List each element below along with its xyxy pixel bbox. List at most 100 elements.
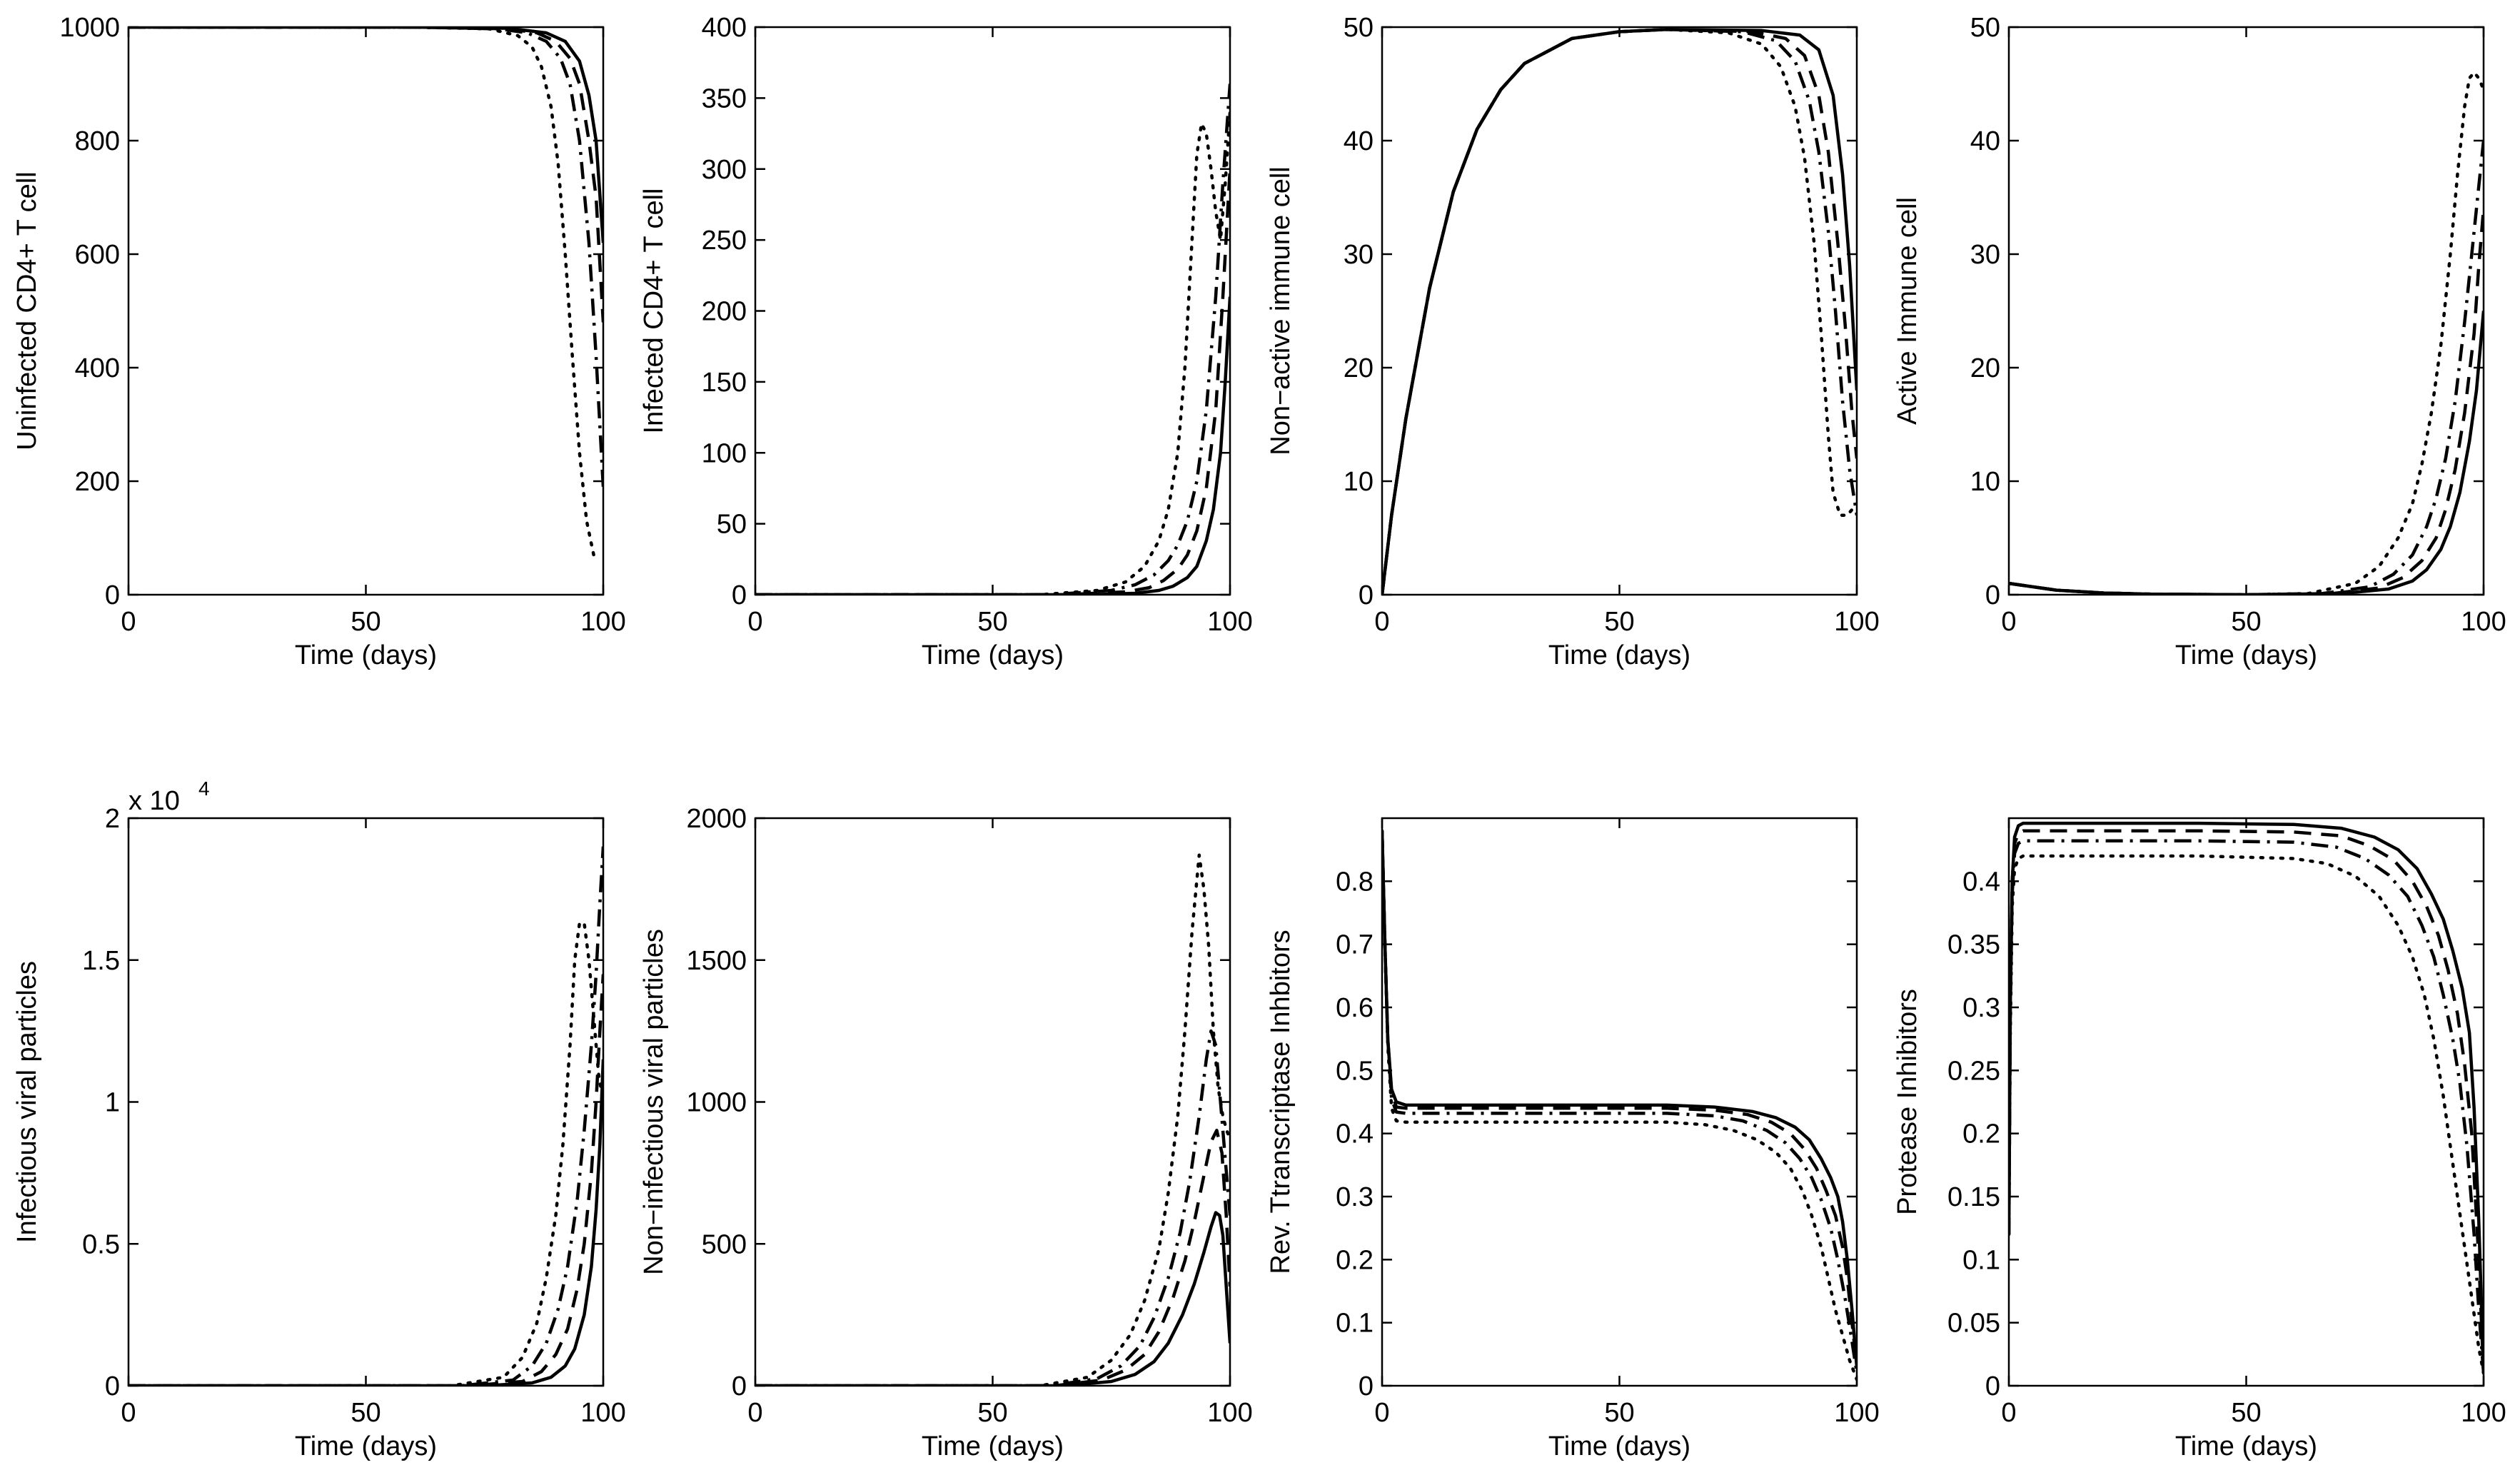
series-group <box>128 846 603 1386</box>
y-tick-label: 0.4 <box>1962 867 2000 897</box>
series-line-dash-dot <box>128 27 603 488</box>
series-line-dotted <box>128 921 603 1386</box>
y-axis-label: Active Immune cell <box>1892 197 1922 425</box>
y-tick-label: 0.5 <box>1336 1056 1374 1086</box>
y-tick-label: 0.3 <box>1336 1182 1374 1212</box>
series-line-solid <box>755 1211 1230 1386</box>
y-axis-label: Uninfected CD4+ T cell <box>12 171 42 450</box>
series-line-dash-dot <box>755 84 1230 595</box>
x-tick-label: 50 <box>1604 607 1634 637</box>
y-tick-label: 0.2 <box>1962 1119 2000 1149</box>
y-tick-label: 0.5 <box>82 1229 120 1259</box>
series-group <box>755 853 1230 1386</box>
series-line-solid <box>128 1059 603 1386</box>
y-tick-label: 200 <box>702 297 747 327</box>
series-line-dotted <box>1382 27 1857 595</box>
y-axis-label: Infected CD4+ T cell <box>639 188 669 434</box>
y-tick-label: 0.7 <box>1336 930 1374 960</box>
y-tick-label: 20 <box>1344 353 1374 383</box>
x-tick-label: 50 <box>977 607 1007 637</box>
chart-panel-7-rev-ttranscriptase-inhbitors: 0 50 100 0 0.1 0.2 0.3 0.4 0.5 0.6 0.7 0.8 Time (day… <box>1266 817 1880 1461</box>
y-axis-label: Rev. Ttranscriptase Inhbitors <box>1266 930 1296 1274</box>
axis-exponent-power: 4 <box>198 777 210 800</box>
series-line-dashed <box>128 974 603 1386</box>
x-tick-label: 100 <box>2461 607 2506 637</box>
x-tick-label: 0 <box>121 607 136 637</box>
x-tick-label: 0 <box>1374 607 1389 637</box>
y-tick-label: 0.25 <box>1947 1056 2000 1086</box>
x-tick-label: 100 <box>580 1398 625 1428</box>
series-line-dash-dot <box>128 846 603 1386</box>
x-axis-label: Time (days) <box>2175 640 2317 670</box>
x-tick-label: 100 <box>1207 607 1252 637</box>
x-tick-label: 50 <box>351 1398 380 1428</box>
series-line-dotted <box>2009 71 2484 595</box>
chart-panel-2-infected-cd4-t-cell: 0 50 100 0 50 100 150 200 250 300 350 400 Time (days… <box>639 13 1253 670</box>
y-tick-label: 0.1 <box>1962 1245 2000 1275</box>
series-line-dash-dot <box>1382 830 1857 1374</box>
y-tick-label: 1000 <box>59 13 120 43</box>
series-group <box>2009 71 2484 595</box>
y-tick-label: 350 <box>702 84 747 114</box>
x-tick-label: 0 <box>747 607 762 637</box>
y-tick-label: 1.5 <box>82 946 120 976</box>
y-tick-label: 400 <box>702 13 747 43</box>
y-tick-label: 2 <box>105 804 120 834</box>
y-tick-label: 600 <box>75 240 120 270</box>
y-axis-label: Infectious viral particles <box>12 961 42 1243</box>
x-axis-label: Time (days) <box>1548 1431 1690 1461</box>
y-tick-label: 30 <box>1344 240 1374 270</box>
x-tick-label: 0 <box>2001 607 2016 637</box>
y-tick-label: 50 <box>1970 13 2000 43</box>
y-tick-label: 100 <box>702 438 747 468</box>
y-tick-label: 250 <box>702 226 747 256</box>
x-tick-label: 0 <box>2001 1398 2016 1428</box>
x-tick-label: 50 <box>2231 607 2261 637</box>
x-axis-label: Time (days) <box>2175 1431 2317 1461</box>
y-tick-label: 0 <box>1985 580 2000 610</box>
chart-panel-8-protease-inhibitors: 0 50 100 0 0.05 0.1 0.15 0.2 0.25 0.3 0.35 0.4 Time … <box>1892 817 2506 1461</box>
x-tick-label: 0 <box>121 1398 136 1428</box>
x-tick-label: 0 <box>1374 1398 1389 1428</box>
y-tick-label: 50 <box>717 510 747 540</box>
series-group <box>1382 829 1857 1381</box>
series-line-dotted <box>755 853 1230 1386</box>
y-tick-label: 0 <box>1359 1371 1374 1401</box>
y-tick-label: 1500 <box>686 946 747 976</box>
series-line-dashed <box>755 168 1230 595</box>
y-tick-label: 200 <box>75 467 120 497</box>
y-tick-label: 0 <box>105 1371 120 1401</box>
y-tick-label: 50 <box>1344 13 1374 43</box>
series-line-dashed <box>2009 829 2484 1374</box>
y-tick-label: 300 <box>702 155 747 185</box>
y-tick-label: 0.05 <box>1947 1309 2000 1339</box>
y-tick-label: 0.35 <box>1947 930 2000 960</box>
series-line-dotted <box>2009 854 2484 1375</box>
x-axis-label: Time (days) <box>922 1431 1064 1461</box>
series-group <box>2009 821 2484 1375</box>
x-tick-label: 50 <box>1604 1398 1634 1428</box>
y-tick-label: 1000 <box>686 1088 747 1118</box>
y-tick-label: 0 <box>105 580 120 610</box>
y-tick-label: 0.1 <box>1336 1309 1374 1339</box>
y-axis-label: Protease Inhibitors <box>1892 989 1922 1215</box>
x-axis-label: Time (days) <box>295 640 437 670</box>
y-tick-label: 0.4 <box>1336 1119 1374 1149</box>
x-axis-label: Time (days) <box>295 1431 437 1461</box>
x-tick-label: 100 <box>1834 1398 1879 1428</box>
axis-exponent-label: x 10 <box>128 786 180 816</box>
series-line-solid <box>1382 830 1857 1367</box>
series-line-dotted <box>1382 829 1857 1381</box>
series-line-dotted <box>755 111 1230 595</box>
y-tick-label: 30 <box>1970 240 2000 270</box>
y-axis-label: Non−active immune cell <box>1266 166 1296 455</box>
x-tick-label: 50 <box>977 1398 1007 1428</box>
y-tick-label: 0 <box>1985 1371 2000 1401</box>
x-tick-label: 0 <box>747 1398 762 1428</box>
y-tick-label: 800 <box>75 126 120 156</box>
y-tick-label: 0.3 <box>1962 993 2000 1023</box>
y-tick-label: 0 <box>732 580 747 610</box>
